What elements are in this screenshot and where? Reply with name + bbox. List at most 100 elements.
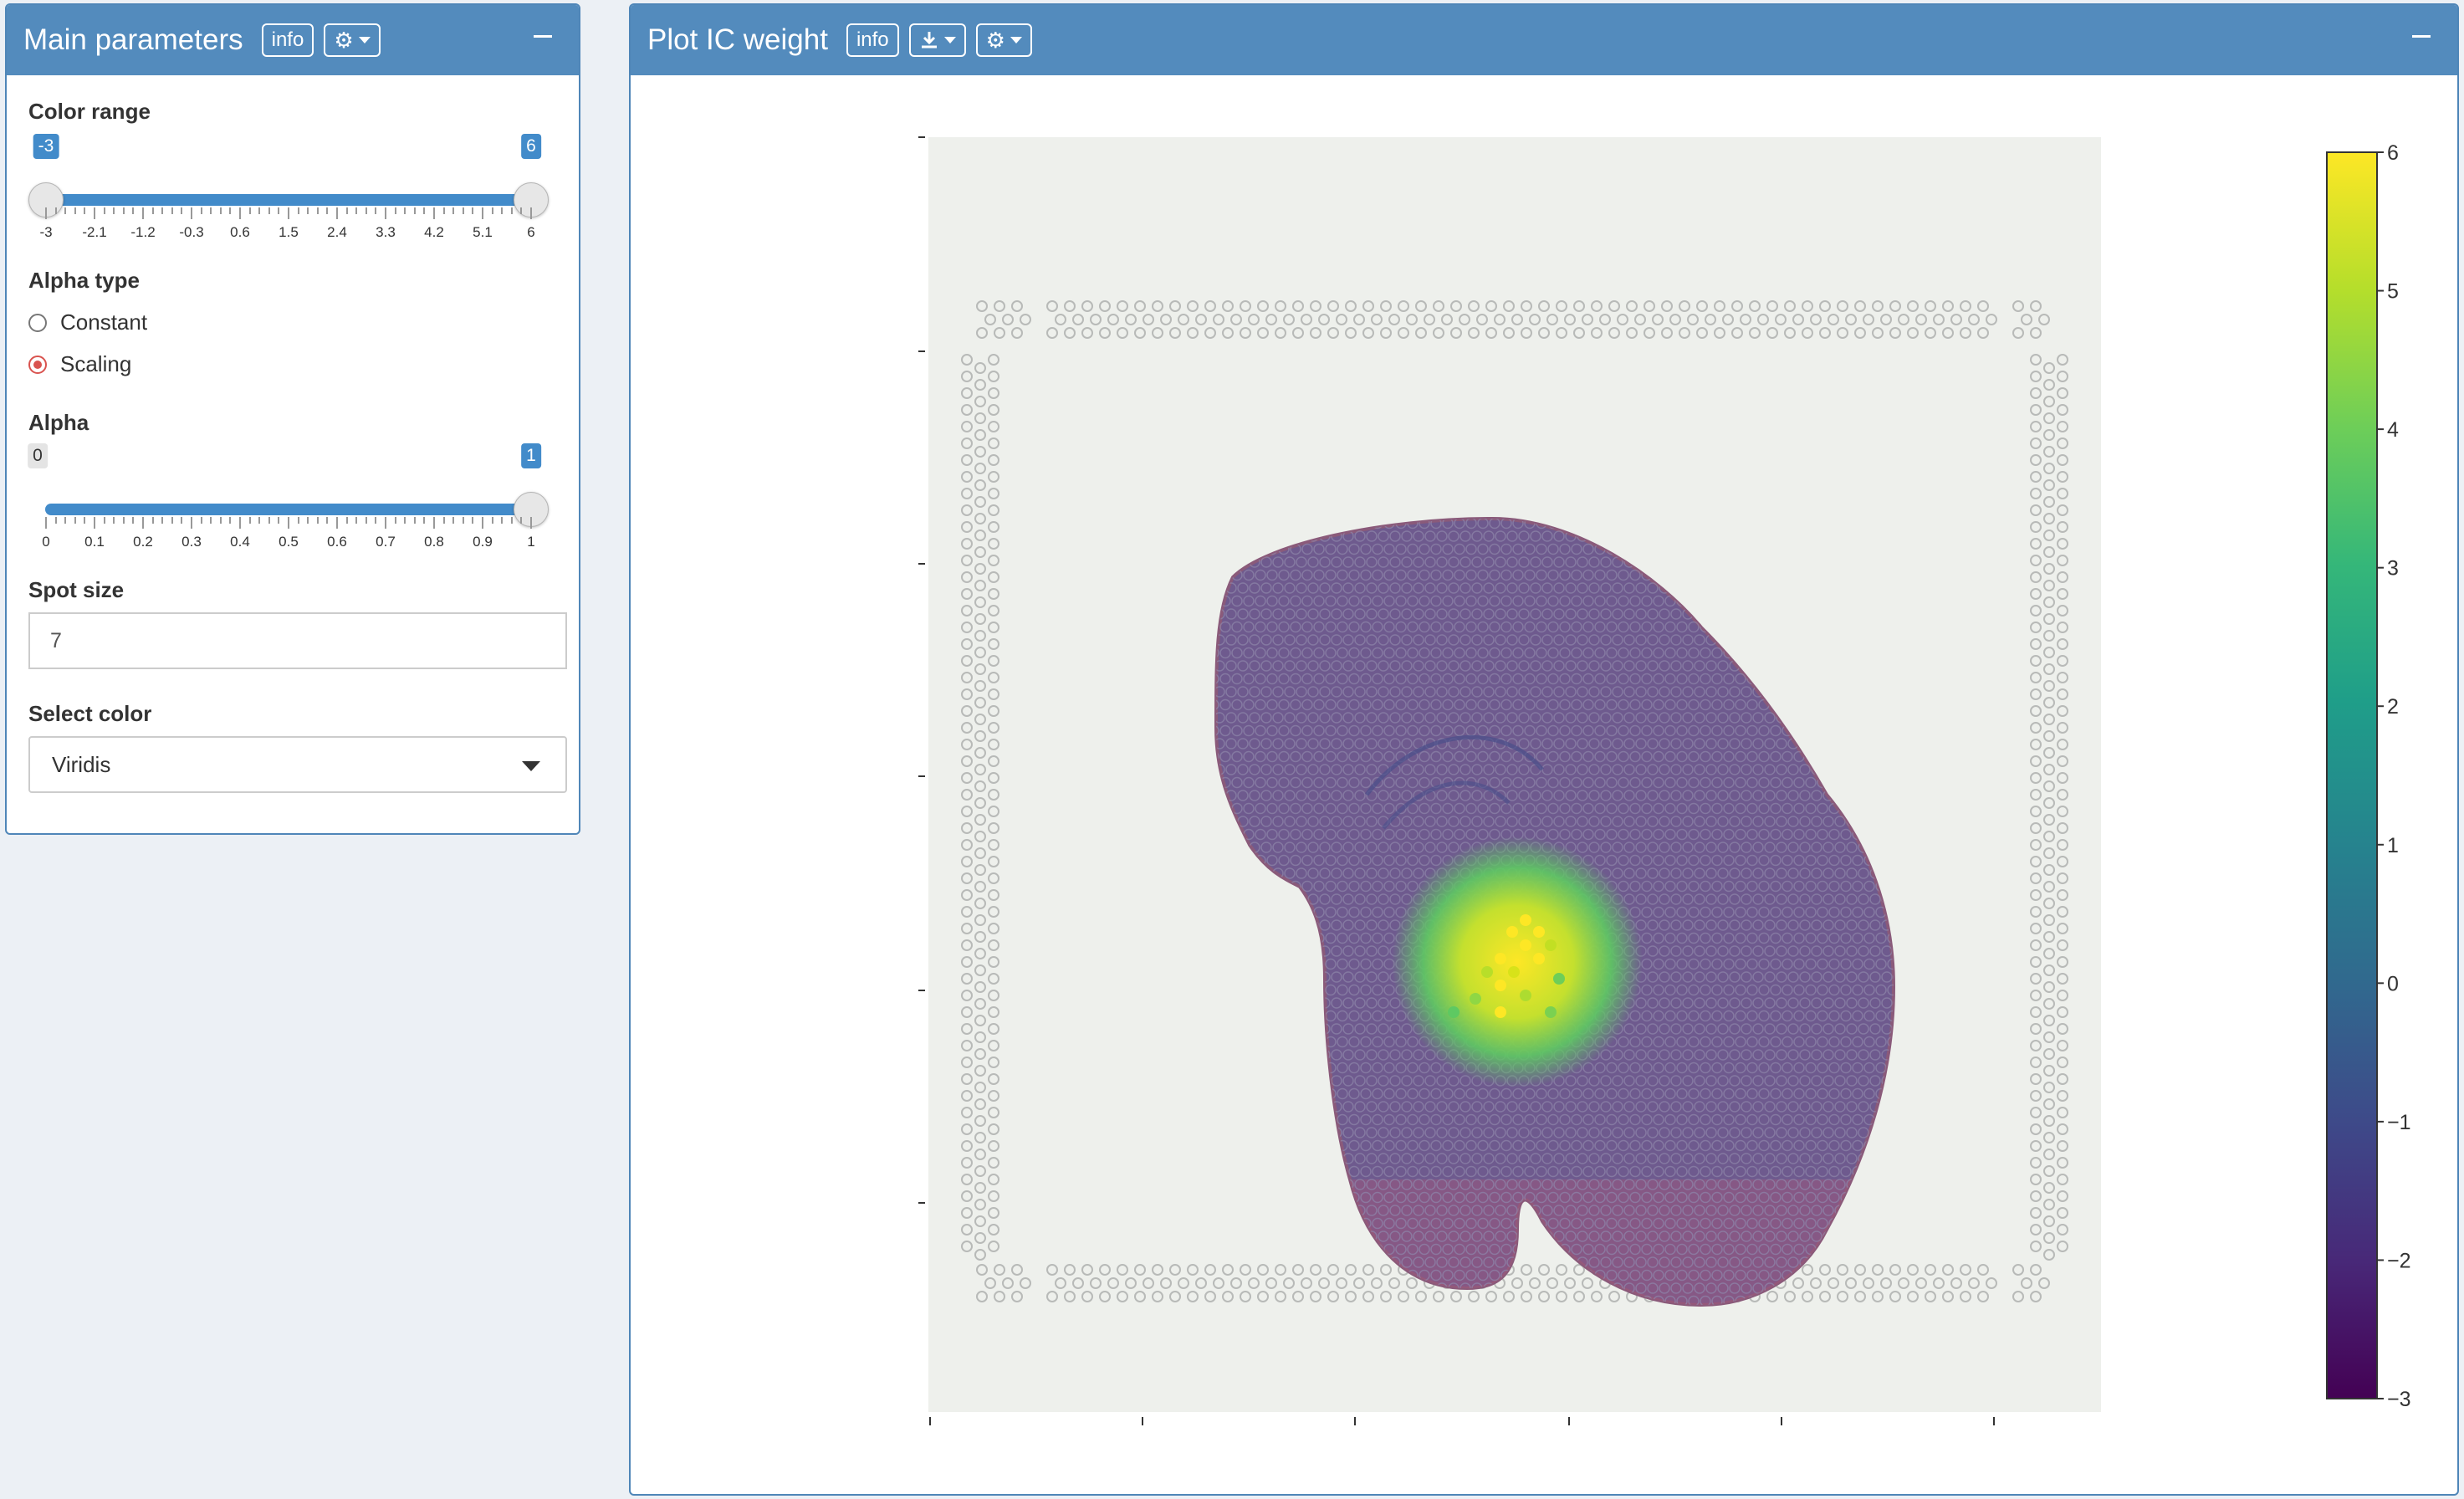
slider-tick <box>229 207 232 214</box>
slider-tick <box>452 207 455 214</box>
slider-tick <box>520 517 523 524</box>
hotspot-region <box>1392 836 1643 1087</box>
slider-tick <box>171 517 173 524</box>
slider-tick <box>452 517 455 524</box>
caret-down-icon <box>522 761 540 771</box>
info-button[interactable]: info <box>846 23 899 57</box>
slider-tick <box>413 517 416 524</box>
slider-tick <box>510 517 513 524</box>
colorbar-tick-label: 0 <box>2387 972 2399 995</box>
color-select[interactable]: Viridis <box>28 736 567 793</box>
alpha-slider[interactable]: 0 1 0 0.1 0.2 0.3 0.4 0.5 0.6 0.7 0.8 0.9 1 <box>28 440 549 550</box>
slider-tick <box>122 207 125 214</box>
slider-tick-label: 0.3 <box>181 534 202 550</box>
slider-tick <box>132 207 135 214</box>
colorbar-tick-label: −1 <box>2387 1111 2411 1134</box>
slider-tick <box>84 517 86 524</box>
slider-tick <box>307 517 309 524</box>
slider-tick <box>375 517 377 524</box>
slider-tick <box>433 207 435 219</box>
main-parameters-header: Main parameters info ⚙ <box>7 5 579 75</box>
slider-tick <box>200 207 202 214</box>
slider-track <box>45 194 532 206</box>
slider-tick <box>54 207 57 214</box>
slider-tick <box>472 207 474 214</box>
hotspot <box>1508 966 1520 978</box>
alpha-type-label: Alpha type <box>28 268 140 293</box>
color-range-slider[interactable]: -3 6 -3 -2.1 -1.2 -0.3 0.6 1.5 2.4 3.3 4.2 5.1 6 <box>28 130 549 240</box>
slider-tick <box>442 207 445 214</box>
color-range-label: Color range <box>28 99 151 124</box>
slider-tick <box>113 517 115 524</box>
minus-icon <box>534 34 552 38</box>
alpha-min-badge: 0 <box>28 443 48 468</box>
colorbar-tick-label: 2 <box>2387 695 2399 719</box>
download-dropdown-button[interactable] <box>908 23 966 57</box>
settings-dropdown-button[interactable]: ⚙ <box>975 23 1032 57</box>
slider-tick-label: 6 <box>527 224 535 240</box>
slider-tick <box>404 517 406 524</box>
slider-tick <box>491 207 493 214</box>
slider-tick <box>268 207 270 214</box>
collapse-button[interactable] <box>2409 23 2434 49</box>
radio-constant[interactable]: Constant <box>28 310 147 335</box>
slider-tick <box>229 517 232 524</box>
hotspot <box>1481 966 1493 978</box>
radio-circle[interactable] <box>28 313 47 332</box>
slider-tick <box>472 517 474 524</box>
gear-icon: ⚙ <box>985 28 1005 53</box>
slider-tick <box>45 207 47 219</box>
slider-tick <box>316 517 319 524</box>
y-axis-ticks <box>918 136 925 1204</box>
slider-tick <box>326 517 329 524</box>
slider-tick <box>258 207 261 214</box>
info-button[interactable]: info <box>261 23 314 57</box>
colorbar-tick-label: 5 <box>2387 280 2399 304</box>
slider-tick <box>181 207 183 214</box>
hotspot <box>1470 993 1481 1005</box>
alpha-value-badge: 1 <box>521 443 541 468</box>
slider-tick <box>355 207 358 214</box>
slider-tick <box>64 207 67 214</box>
hotspot <box>1520 939 1531 951</box>
hotspot <box>1495 980 1506 991</box>
radio-scaling[interactable]: Scaling <box>28 351 131 377</box>
slider-tick <box>210 207 212 214</box>
slider-tick <box>423 517 426 524</box>
minus-icon <box>2412 34 2431 38</box>
hotspot <box>1448 1006 1459 1018</box>
slider-tick <box>248 517 251 524</box>
slider-tick-label: 1 <box>527 534 535 550</box>
select-color-label: Select color <box>28 701 152 726</box>
spot-size-input[interactable]: 7 <box>28 612 567 669</box>
slider-tick <box>64 517 67 524</box>
slider-tick-label: 0.2 <box>133 534 153 550</box>
slider-tick <box>316 207 319 214</box>
slider-tick <box>161 207 164 214</box>
slider-tick <box>365 517 367 524</box>
spot-size-label: Spot size <box>28 577 125 602</box>
slider-tick <box>54 517 57 524</box>
hotspot <box>1495 1006 1506 1018</box>
caret-down-icon <box>1010 37 1022 43</box>
collapse-button[interactable] <box>530 23 555 49</box>
slider-tick <box>326 207 329 214</box>
colorbar-tick-label: 1 <box>2387 834 2399 857</box>
slider-tick <box>210 517 212 524</box>
color-select-value: Viridis <box>52 751 111 777</box>
slider-tick-label: 0.1 <box>84 534 105 550</box>
slider-tick <box>297 207 299 214</box>
slider-tick-label: 0.4 <box>230 534 250 550</box>
hotspot <box>1506 926 1518 938</box>
slider-tick <box>151 207 154 214</box>
colorbar-ticks: 6 5 4 3 2 1 0 −1 −2 −3 <box>2377 141 2411 1411</box>
slider-tick <box>288 517 289 529</box>
radio-circle-selected[interactable] <box>28 355 47 374</box>
slider-tick <box>375 207 377 214</box>
slider-tick <box>482 517 483 529</box>
alpha-label: Alpha <box>28 410 89 435</box>
settings-dropdown-button[interactable]: ⚙ <box>324 23 381 57</box>
slider-tick-label: 0.6 <box>230 224 250 240</box>
plot-panel: Plot IC weight info ⚙ <box>629 3 2459 1496</box>
slider-tick <box>239 517 241 529</box>
